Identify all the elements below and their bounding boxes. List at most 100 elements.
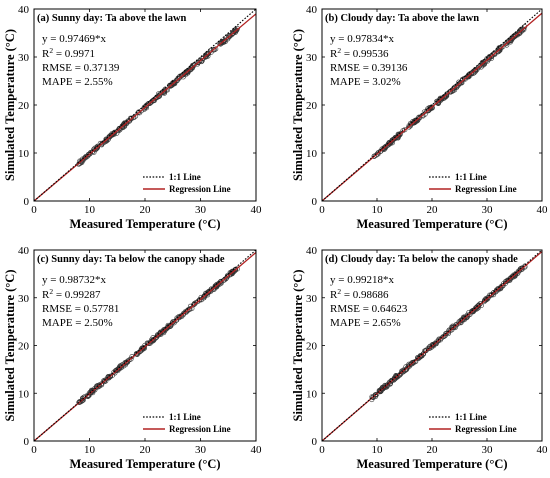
x-tick-label: 30 xyxy=(482,444,494,456)
identity-line xyxy=(322,250,542,441)
data-point xyxy=(435,338,441,344)
data-point xyxy=(106,374,112,380)
data-point xyxy=(141,104,147,110)
data-point xyxy=(94,144,100,150)
data-point xyxy=(451,325,457,331)
x-tick-label: 20 xyxy=(140,444,152,456)
mape-text: MAPE = 2.65% xyxy=(330,317,401,329)
data-point xyxy=(108,373,114,379)
equation-text: y = 0.97834*x xyxy=(330,33,394,45)
y-tick-label: 20 xyxy=(18,100,30,112)
data-point xyxy=(404,365,410,371)
r2-label: R xyxy=(42,48,50,60)
data-point xyxy=(504,278,510,284)
x-axis-label: Measured Temperature (°C) xyxy=(69,457,220,471)
y-tick-label: 0 xyxy=(24,196,30,208)
data-point xyxy=(518,267,524,273)
data-point xyxy=(491,290,497,296)
r2-text: R2 = 0.99287 xyxy=(42,287,101,301)
y-tick-label: 0 xyxy=(312,436,318,448)
data-point xyxy=(204,290,210,296)
data-point xyxy=(146,340,152,346)
legend-label-identity: 1:1 Line xyxy=(455,172,487,182)
x-tick-label: 20 xyxy=(140,204,152,216)
data-point xyxy=(440,334,446,340)
data-point xyxy=(452,324,458,330)
y-tick-label: 40 xyxy=(18,245,30,257)
chart-panel-3: 00 10 10 20 20 30 30 40 40 Measured Temperature (… xyxy=(291,245,548,471)
data-point xyxy=(229,31,235,37)
data-point xyxy=(481,60,487,66)
data-point xyxy=(516,30,522,36)
y-tick-label: 30 xyxy=(18,293,30,305)
data-point xyxy=(157,93,163,99)
r2-label: R xyxy=(330,289,338,301)
data-point xyxy=(417,353,423,359)
data-point xyxy=(178,313,184,319)
x-tick-label: 20 xyxy=(427,444,439,456)
x-tick-label: 40 xyxy=(537,444,549,456)
data-point xyxy=(462,314,468,320)
panel-title: (a) Sunny day: Ta above the lawn xyxy=(37,13,187,24)
data-point xyxy=(475,65,481,71)
data-point xyxy=(370,395,376,401)
chart-panel-0: 00 10 10 20 20 30 30 40 40 Measured Temperature (… xyxy=(3,4,262,231)
identity-line xyxy=(34,9,256,201)
r2-label: R xyxy=(330,48,338,60)
x-axis-label: Measured Temperature (°C) xyxy=(69,217,220,231)
data-point xyxy=(80,397,86,403)
x-tick-label: 40 xyxy=(537,204,549,216)
data-point xyxy=(162,326,168,332)
data-point xyxy=(92,386,98,392)
data-point xyxy=(99,142,105,148)
data-point xyxy=(407,123,413,129)
y-tick-label: 10 xyxy=(306,388,318,400)
data-point xyxy=(508,274,514,280)
data-point xyxy=(391,375,397,381)
x-tick-label: 0 xyxy=(319,444,325,456)
legend-label-regression: Regression Line xyxy=(169,424,231,434)
data-point xyxy=(391,377,397,383)
data-point xyxy=(397,132,403,138)
data-point xyxy=(171,320,177,326)
y-tick-label: 0 xyxy=(312,196,318,208)
plot-area xyxy=(34,9,256,201)
x-tick-label: 10 xyxy=(372,204,384,216)
data-point xyxy=(488,54,494,60)
y-tick-label: 20 xyxy=(18,341,30,353)
plot-area xyxy=(322,250,542,441)
data-point xyxy=(208,49,214,55)
data-point xyxy=(175,76,181,82)
y-axis-label: Simulated Temperature (°C) xyxy=(291,29,305,181)
data-point xyxy=(233,27,239,33)
data-point xyxy=(196,59,202,65)
chart-panel-1: 00 10 10 20 20 30 30 40 40 Measured Temperature (… xyxy=(291,4,548,231)
data-point xyxy=(169,82,175,88)
data-point xyxy=(473,305,479,311)
data-point xyxy=(162,88,168,94)
x-tick-label: 10 xyxy=(372,444,384,456)
data-point xyxy=(185,307,191,313)
legend-label-identity: 1:1 Line xyxy=(169,172,201,182)
data-point xyxy=(454,322,460,328)
data-point xyxy=(490,290,496,296)
y-tick-label: 0 xyxy=(24,436,30,448)
r2-superscript: 2 xyxy=(49,46,53,55)
data-point xyxy=(401,367,407,373)
data-point xyxy=(82,155,88,161)
data-point xyxy=(225,35,231,41)
data-point xyxy=(392,136,398,142)
y-tick-label: 40 xyxy=(306,4,318,16)
y-tick-label: 10 xyxy=(306,148,318,160)
x-tick-label: 30 xyxy=(195,444,207,456)
data-point xyxy=(195,60,201,66)
data-point xyxy=(174,317,180,323)
y-tick-label: 30 xyxy=(306,293,318,305)
data-point xyxy=(138,346,144,352)
r2-value: = 0.99287 xyxy=(53,289,101,301)
identity-line xyxy=(34,250,256,441)
scatter-points xyxy=(369,263,528,403)
data-point xyxy=(379,386,385,392)
data-point xyxy=(218,279,224,285)
data-point xyxy=(134,351,140,357)
